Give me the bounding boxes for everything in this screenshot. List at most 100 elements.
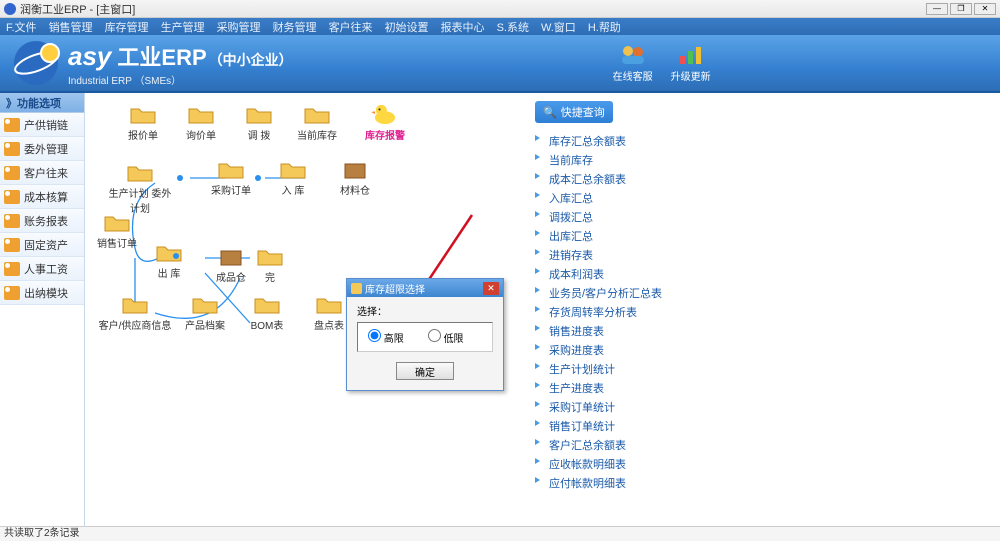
minimize-button[interactable]: — [926,3,948,15]
quick-item-5[interactable]: 出库汇总 [535,226,755,245]
app-icon [4,3,16,15]
quick-item-4[interactable]: 调拨汇总 [535,207,755,226]
sidebar-label: 出纳模块 [24,285,68,301]
radio-low-input[interactable] [428,329,441,342]
menu-system[interactable]: S.系统 [497,19,529,35]
sidebar-label: 成本核算 [24,189,68,205]
flow-po[interactable]: 采购订单 [203,158,259,197]
dialog-icon [351,283,362,294]
flow-so[interactable]: 销售订单 [89,211,145,250]
menu-init[interactable]: 初始设置 [385,19,429,35]
brand-prefix: asy [68,41,111,72]
flow-transfer[interactable]: 调 拨 [231,103,287,142]
menu-prod[interactable]: 生产管理 [161,19,205,35]
sidebar-item-cost[interactable]: 成本核算 [0,185,84,209]
online-service-button[interactable]: 在线客服 [613,44,653,83]
sidebar-item-supply-chain[interactable]: 产供销链 [0,113,84,137]
menu-customer[interactable]: 客户往来 [329,19,373,35]
flow-material[interactable]: 材料仓 [327,158,383,197]
logo-icon [10,39,62,87]
sidebar-label: 人事工资 [24,261,68,277]
quick-item-10[interactable]: 销售进度表 [535,321,755,340]
flow-current-stock[interactable]: 当前库存 [289,103,345,142]
sidebar-item-asset[interactable]: 固定资产 [0,233,84,257]
menu-sales[interactable]: 销售管理 [49,19,93,35]
stock-limit-dialog: 库存超限选择 ✕ 选择： 高限 低限 确定 [346,278,504,391]
sidebar-label: 委外管理 [24,141,68,157]
quick-item-11[interactable]: 采购进度表 [535,340,755,359]
flow-finished[interactable]: 成品仓 [203,245,259,284]
flow-product[interactable]: 产品档案 [177,293,233,332]
menu-stock[interactable]: 库存管理 [105,19,149,35]
quick-item-9[interactable]: 存货周转率分析表 [535,302,755,321]
folder-icon [4,118,20,132]
quick-item-18[interactable]: 应付帐款明细表 [535,473,755,492]
brand-mid: 工业ERP [117,40,206,72]
menu-finance[interactable]: 财务管理 [273,19,317,35]
online-service-label: 在线客服 [613,68,653,83]
quick-search-title: 快捷查询 [561,104,605,120]
flow-complete[interactable]: 完 [255,245,285,284]
quick-item-8[interactable]: 业务员/客户分析汇总表 [535,283,755,302]
quick-search-header: 🔍 快捷查询 [535,101,613,123]
quick-item-13[interactable]: 生产进度表 [535,378,755,397]
dialog-ok-button[interactable]: 确定 [396,362,454,380]
flow-inquiry[interactable]: 询价单 [173,103,229,142]
flow-customer-supplier[interactable]: 客户/供应商信息 [95,293,175,332]
menu-file[interactable]: F.文件 [6,19,37,35]
quick-item-7[interactable]: 成本利润表 [535,264,755,283]
upgrade-label: 升级更新 [671,68,711,83]
flow-in[interactable]: 入 库 [265,158,321,197]
menu-help[interactable]: H.帮助 [588,19,621,35]
sidebar-item-report[interactable]: 账务报表 [0,209,84,233]
radio-high-input[interactable] [368,329,381,342]
flow-bom[interactable]: BOM表 [239,293,295,332]
sidebar-label: 固定资产 [24,237,68,253]
close-button[interactable]: ✕ [974,3,996,15]
maximize-button[interactable]: ❐ [950,3,972,15]
sidebar-item-cashier[interactable]: 出纳模块 [0,281,84,305]
quick-item-16[interactable]: 客户汇总余额表 [535,435,755,454]
sidebar-label: 账务报表 [24,213,68,229]
status-bar: 共读取了2条记录 [0,526,1000,541]
dialog-titlebar[interactable]: 库存超限选择 ✕ [347,279,503,297]
flow-out[interactable]: 出 库 [141,241,197,280]
quick-search-panel: 🔍 快捷查询 库存汇总余额表当前库存成本汇总余额表入库汇总调拨汇总出库汇总进销存… [535,101,755,492]
sidebar-item-hr[interactable]: 人事工资 [0,257,84,281]
folder-icon [4,166,20,180]
quick-item-1[interactable]: 当前库存 [535,150,755,169]
chart-icon [677,44,705,66]
quick-item-12[interactable]: 生产计划统计 [535,359,755,378]
dialog-label: 选择： [357,303,493,318]
sidebar-item-outsource[interactable]: 委外管理 [0,137,84,161]
flow-prod-plan[interactable]: 生产计划 委外计划 [105,161,175,215]
dialog-close-button[interactable]: ✕ [483,282,499,295]
radio-low[interactable]: 低限 [428,329,464,345]
folder-icon [4,142,20,156]
flow-stock-alert[interactable]: 库存报警 [357,103,413,142]
sidebar: 》功能选项 产供销链 委外管理 客户往来 成本核算 账务报表 固定资产 人事工资… [0,93,85,526]
menu-window[interactable]: W.窗口 [541,19,576,35]
flow-quote[interactable]: 报价单 [115,103,171,142]
quick-item-2[interactable]: 成本汇总余额表 [535,169,755,188]
sidebar-header: 》功能选项 [0,93,84,113]
quick-item-6[interactable]: 进销存表 [535,245,755,264]
quick-item-3[interactable]: 入库汇总 [535,188,755,207]
menu-purchase[interactable]: 采购管理 [217,19,261,35]
quick-item-0[interactable]: 库存汇总余额表 [535,131,755,150]
quick-item-17[interactable]: 应收帐款明细表 [535,454,755,473]
sidebar-label: 产供销链 [24,117,68,133]
quick-item-14[interactable]: 采购订单统计 [535,397,755,416]
radio-high[interactable]: 高限 [368,329,404,345]
quick-item-15[interactable]: 销售订单统计 [535,416,755,435]
upgrade-button[interactable]: 升级更新 [671,44,711,83]
menu-report[interactable]: 报表中心 [441,19,485,35]
status-text: 共读取了2条记录 [4,528,80,539]
banner: asy 工业ERP （中小企业） Industrial ERP （SMEs） 在… [0,35,1000,93]
folder-icon [4,238,20,252]
sidebar-item-customer[interactable]: 客户往来 [0,161,84,185]
window-title: 润衡工业ERP - [主窗口] [20,1,926,17]
sidebar-label: 客户往来 [24,165,68,181]
folder-icon [4,214,20,228]
titlebar: 润衡工业ERP - [主窗口] — ❐ ✕ [0,0,1000,18]
